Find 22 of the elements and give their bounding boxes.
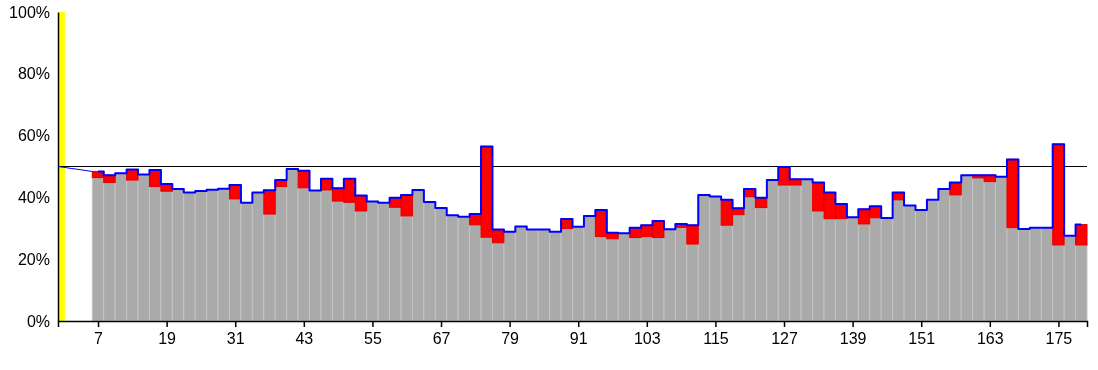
x-tick-label: 103: [633, 330, 661, 348]
y-tick-label: 100%: [9, 3, 50, 21]
x-tick-label: 127: [771, 330, 798, 348]
y-tick-label: 20%: [17, 250, 50, 268]
x-tick-label: 139: [839, 330, 867, 348]
x-tick-label: 151: [908, 330, 936, 348]
y-tick-label: 80%: [17, 65, 50, 83]
bar: [263, 189, 276, 215]
x-tick-label: 79: [501, 330, 520, 348]
x-tick-label: 67: [432, 330, 451, 348]
y-tick-label: 40%: [17, 189, 50, 207]
x-tick-label: 115: [703, 330, 729, 348]
x-tick-label: 19: [158, 330, 177, 348]
x-tick-label: 163: [976, 330, 1004, 348]
y-tick-label: 60%: [17, 127, 50, 145]
x-tick-label: 43: [295, 330, 314, 348]
x-tick-label: 7: [94, 330, 104, 348]
x-tick-label: 31: [226, 330, 245, 348]
x-tick-label: 55: [364, 330, 382, 348]
y-tick-label: 0%: [26, 312, 50, 330]
x-tick-label: 175: [1045, 330, 1073, 348]
x-tick-label: 91: [569, 330, 588, 348]
